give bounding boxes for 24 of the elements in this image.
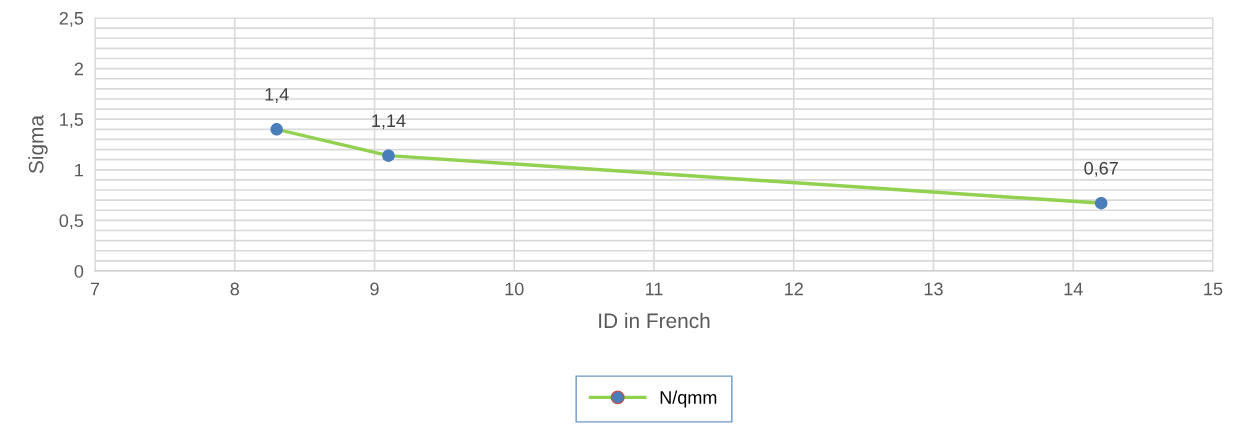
y-tick-label: 0 (74, 264, 84, 278)
point (1094, 196, 1108, 210)
x-tick-label: 8 (230, 282, 239, 296)
x-tick-label: 9 (370, 282, 379, 296)
x-tick-label: 7 (90, 282, 100, 296)
data-label: 1,4 (265, 88, 289, 103)
x-axis-title: ID in French (599, 312, 710, 329)
y-tick-label: 2 (74, 62, 83, 76)
point (382, 149, 395, 162)
x-tick-label: 10 (505, 282, 524, 296)
x-tick-label: 15 (1204, 282, 1223, 296)
y-tick-label: 2,5 (59, 11, 84, 27)
x-tick-label: 12 (785, 282, 803, 296)
y-tick-label: 1 (75, 163, 84, 177)
y-axis-title: Sigma (28, 114, 48, 174)
x-tick-label: 13 (924, 282, 943, 296)
y-tick-label: 0,5 (59, 214, 84, 230)
data-label: 1,14 (372, 114, 406, 130)
point (270, 123, 283, 136)
legend-label: N/qmm (660, 390, 717, 408)
data-label: 0,67 (1084, 161, 1118, 177)
x-tick-label: 11 (646, 282, 663, 296)
x-tick-label: 14 (1064, 282, 1083, 296)
y-tick-label: 1,5 (60, 113, 84, 129)
